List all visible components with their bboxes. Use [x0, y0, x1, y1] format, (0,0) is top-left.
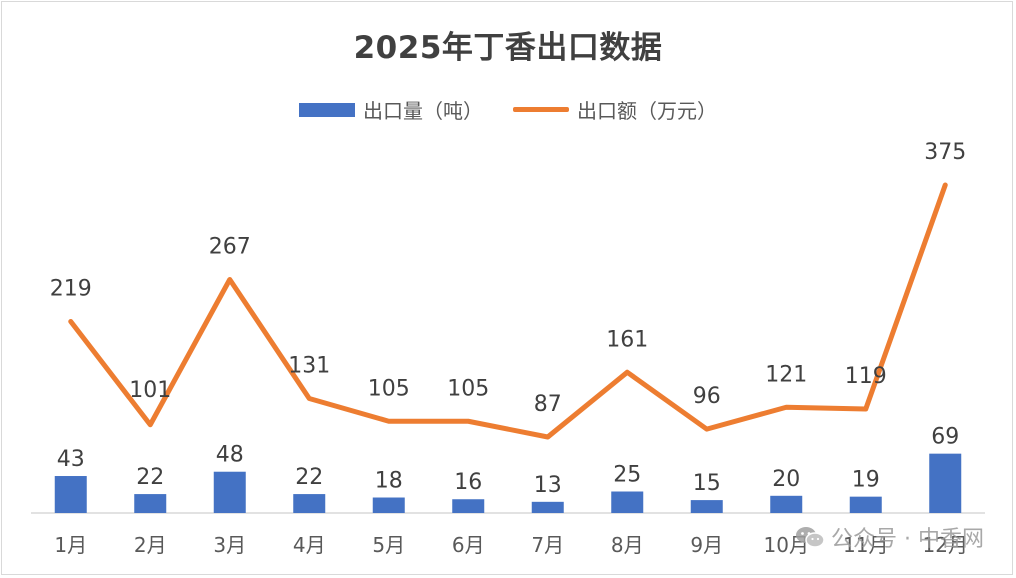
x-tick-label-3: 3月: [213, 533, 246, 557]
legend: 出口量（吨） 出口额（万元）: [0, 95, 1016, 124]
bar-10: [770, 495, 803, 513]
watermark-text: 公众号 · 中香网: [831, 527, 984, 552]
line-label-11: 119: [845, 364, 887, 389]
line-label-6: 105: [447, 376, 489, 401]
x-tick-label-6: 6月: [452, 533, 485, 557]
bar-1: [54, 476, 87, 513]
line-label-3: 267: [209, 235, 251, 260]
bar-label-7: 13: [534, 473, 562, 498]
bar-label-5: 18: [375, 469, 403, 494]
bar-6: [452, 499, 485, 513]
chart-title: 2025年丁香出口数据: [353, 30, 663, 66]
x-tick-label-8: 8月: [611, 533, 644, 557]
line-label-1: 219: [50, 277, 92, 302]
legend-label-volume: 出口量（吨）: [363, 99, 483, 123]
bar-2: [134, 494, 167, 513]
bar-label-12: 69: [931, 425, 959, 450]
x-tick-label-9: 9月: [690, 533, 723, 557]
bar-9: [690, 500, 723, 513]
line-label-9: 96: [693, 384, 721, 409]
bar-7: [531, 501, 564, 513]
x-tick-label-2: 2月: [134, 533, 167, 557]
bar-label-4: 22: [295, 465, 323, 490]
line-label-12: 375: [924, 140, 966, 165]
bar-label-2: 22: [136, 465, 164, 490]
line-label-5: 105: [368, 376, 410, 401]
bar-11: [849, 496, 882, 513]
legend-swatch-bar: [299, 102, 355, 117]
x-tick-label-7: 7月: [531, 533, 564, 557]
legend-item-amount: 出口额（万元）: [513, 95, 717, 124]
bar-label-10: 20: [772, 467, 800, 492]
legend-swatch-line: [513, 107, 569, 112]
x-tick-label-11: 11月: [843, 533, 888, 557]
bar-3: [213, 471, 246, 513]
bar-8: [611, 491, 644, 513]
wechat-icon: [795, 525, 825, 549]
line-label-8: 161: [606, 327, 648, 352]
line-label-4: 131: [288, 354, 330, 379]
bar-label-11: 19: [852, 468, 880, 493]
legend-label-amount: 出口额（万元）: [577, 99, 717, 123]
bar-label-8: 25: [613, 463, 641, 488]
bar-label-9: 15: [693, 471, 721, 496]
watermark: 公众号 · 中香网: [795, 521, 984, 553]
legend-item-volume: 出口量（吨）: [299, 95, 483, 124]
line-label-2: 101: [129, 378, 171, 403]
x-tick-label-12: 12月: [923, 533, 968, 557]
bar-label-3: 48: [216, 443, 244, 468]
bar-4: [293, 494, 326, 513]
x-tick-label-5: 5月: [372, 533, 405, 557]
x-tick-label-1: 1月: [54, 533, 87, 557]
bar-12: [929, 453, 962, 513]
bar-label-1: 43: [57, 447, 85, 472]
line-series-amount: [68, 182, 948, 440]
bar-5: [372, 497, 405, 513]
bar-label-6: 16: [454, 470, 482, 495]
line-label-10: 121: [765, 362, 807, 387]
line-label-7: 87: [534, 392, 562, 417]
x-tick-label-4: 4月: [293, 533, 326, 557]
